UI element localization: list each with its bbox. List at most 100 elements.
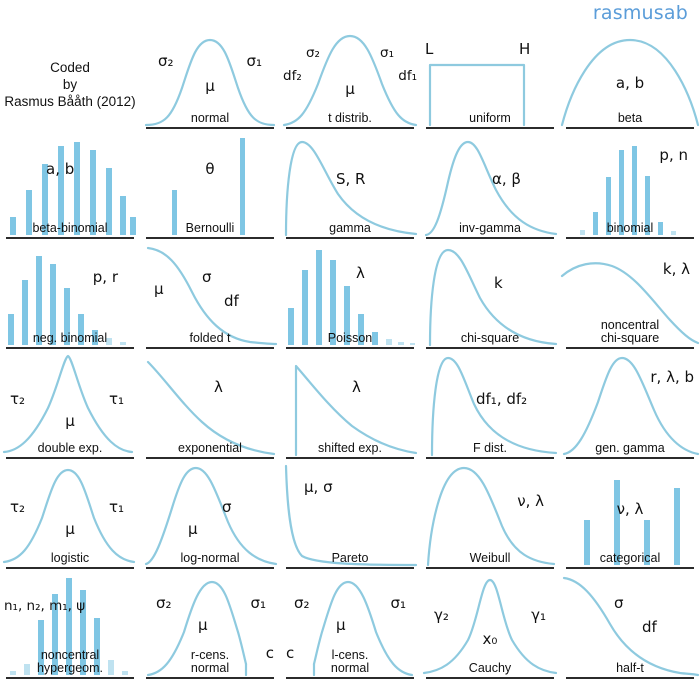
distribution-name: double exp. xyxy=(37,440,103,455)
credit-line-3: Rasmus Bååth (2012) xyxy=(4,93,136,109)
distribution-grid: Coded by Rasmus Bååth (2012) σ₂ σ₁ μ nor… xyxy=(0,22,700,682)
beta-curve xyxy=(560,38,700,127)
cell-categorical[interactable]: ν, λ categorical xyxy=(560,462,700,572)
credit-cell: Coded by Rasmus Bååth (2012) xyxy=(0,22,140,132)
distribution-name: log-normal xyxy=(180,550,240,565)
categorical-bars xyxy=(584,480,680,565)
distribution-name: gamma xyxy=(329,220,371,235)
credit-line-1: Coded xyxy=(50,60,90,75)
gen-gamma-curve xyxy=(562,356,700,456)
param-k: k xyxy=(494,274,503,292)
baseline xyxy=(566,676,694,679)
distribution-name: logistic xyxy=(50,550,90,565)
cell-poisson[interactable]: λ Poisson xyxy=(280,242,420,352)
cell-chi-square[interactable]: k chi-square xyxy=(420,242,560,352)
cell-gamma[interactable]: S, R gamma xyxy=(280,132,420,242)
distribution-name: Poisson xyxy=(327,330,373,345)
cell-beta-binomial[interactable]: a, b beta-binomial xyxy=(0,132,140,242)
r-censored-normal-curve xyxy=(146,580,248,677)
baseline xyxy=(146,676,274,679)
cell-bernoulli[interactable]: θ Bernoulli xyxy=(140,132,280,242)
param-low: L xyxy=(425,40,434,58)
cell-half-t[interactable]: σ df half-t xyxy=(560,572,700,682)
baseline xyxy=(286,126,414,129)
brand-logo: rasmusab xyxy=(592,2,688,24)
cell-noncentral-chi-square[interactable]: k, λ noncentral chi-square xyxy=(560,242,700,352)
param-nu-lambda: ν, λ xyxy=(517,492,544,510)
cell-f-dist[interactable]: df₁, df₂ F dist. xyxy=(420,352,560,462)
baseline xyxy=(286,566,414,569)
cell-exponential[interactable]: λ exponential xyxy=(140,352,280,462)
cell-shifted-exp[interactable]: λ shifted exp. xyxy=(280,352,420,462)
param-tau2: τ₂ xyxy=(10,390,26,408)
cell-double-exp[interactable]: τ₂ τ₁ μ double exp. xyxy=(0,352,140,462)
param-theta: θ xyxy=(205,160,215,178)
param-lambda: λ xyxy=(214,378,223,396)
baseline xyxy=(6,566,134,569)
param-df1: df₁ xyxy=(398,68,417,84)
param-sigma1: σ₁ xyxy=(246,52,262,70)
baseline xyxy=(6,676,134,679)
param-hypergeom: n₁, n₂, m₁, ψ xyxy=(4,598,86,614)
cell-r-cens-normal[interactable]: σ₂ σ₁ μ c r-cens. normal xyxy=(140,572,280,682)
cell-pareto[interactable]: μ, σ Pareto xyxy=(280,462,420,572)
cell-beta[interactable]: a, b beta xyxy=(560,22,700,132)
pareto-curve xyxy=(284,464,418,567)
cell-uniform[interactable]: L H uniform xyxy=(420,22,560,132)
log-normal-curve xyxy=(144,466,278,566)
baseline xyxy=(146,236,274,239)
normal-curve xyxy=(144,38,276,127)
cell-log-normal[interactable]: σ μ log-normal xyxy=(140,462,280,572)
param-x0: x₀ xyxy=(482,630,498,648)
baseline xyxy=(426,566,554,569)
distribution-name: Pareto xyxy=(331,550,369,565)
cell-binomial[interactable]: p, n binomial xyxy=(560,132,700,242)
distribution-name: F dist. xyxy=(472,440,508,455)
param-mu: μ xyxy=(336,616,346,634)
cell-neg-binomial[interactable]: p, r neg. binomial xyxy=(0,242,140,352)
weibull-curve xyxy=(426,466,556,567)
distribution-name: Cauchy xyxy=(468,660,512,675)
cell-folded-t[interactable]: μ σ df folded t xyxy=(140,242,280,352)
binomial-bars xyxy=(580,146,676,235)
cell-weibull[interactable]: ν, λ Weibull xyxy=(420,462,560,572)
logistic-curve xyxy=(2,468,136,564)
param-sr: S, R xyxy=(336,170,366,188)
exponential-curve xyxy=(146,360,276,456)
baseline xyxy=(566,456,694,459)
distribution-name: normal xyxy=(190,110,230,125)
folded-t-curve xyxy=(146,246,278,346)
chi-square-curve xyxy=(428,248,558,347)
distribution-name: binomial xyxy=(606,220,654,235)
cell-l-cens-normal[interactable]: σ₂ σ₁ μ c l-cens. normal xyxy=(280,572,420,682)
cell-noncentral-hypergeom[interactable]: n₁, n₂, m₁, ψ noncentral hypergeom. xyxy=(0,572,140,682)
cell-normal[interactable]: σ₂ σ₁ μ normal xyxy=(140,22,280,132)
baseline xyxy=(426,236,554,239)
distribution-name: gen. gamma xyxy=(595,440,665,455)
cell-gen-gamma[interactable]: r, λ, b gen. gamma xyxy=(560,352,700,462)
baseline xyxy=(286,676,414,679)
param-lambda: λ xyxy=(352,378,361,396)
param-mu: μ xyxy=(65,412,75,430)
param-gamma1: γ₁ xyxy=(531,606,546,624)
distribution-name: uniform xyxy=(469,110,511,125)
distribution-name: folded t xyxy=(189,330,231,345)
grid-row: p, r neg. binomial μ σ df folded t xyxy=(0,242,700,352)
param-r-lambda-b: r, λ, b xyxy=(650,368,694,386)
half-t-curve xyxy=(562,576,700,677)
param-high: H xyxy=(519,40,531,58)
cell-cauchy[interactable]: γ₂ γ₁ x₀ Cauchy xyxy=(420,572,560,682)
baseline xyxy=(146,126,274,129)
baseline xyxy=(286,346,414,349)
cell-inv-gamma[interactable]: α, β inv-gamma xyxy=(420,132,560,242)
param-df: df xyxy=(642,618,657,636)
cell-logistic[interactable]: τ₂ τ₁ μ logistic xyxy=(0,462,140,572)
param-sigma: σ xyxy=(614,594,624,612)
param-ab: a, b xyxy=(615,74,645,92)
baseline xyxy=(426,126,554,129)
distribution-name: l-cens. normal xyxy=(330,647,370,675)
param-sigma1: σ₁ xyxy=(390,594,406,612)
cell-t-distrib[interactable]: σ₂ σ₁ df₂ df₁ μ t distrib. xyxy=(280,22,420,132)
distribution-name: r-cens. normal xyxy=(190,647,230,675)
